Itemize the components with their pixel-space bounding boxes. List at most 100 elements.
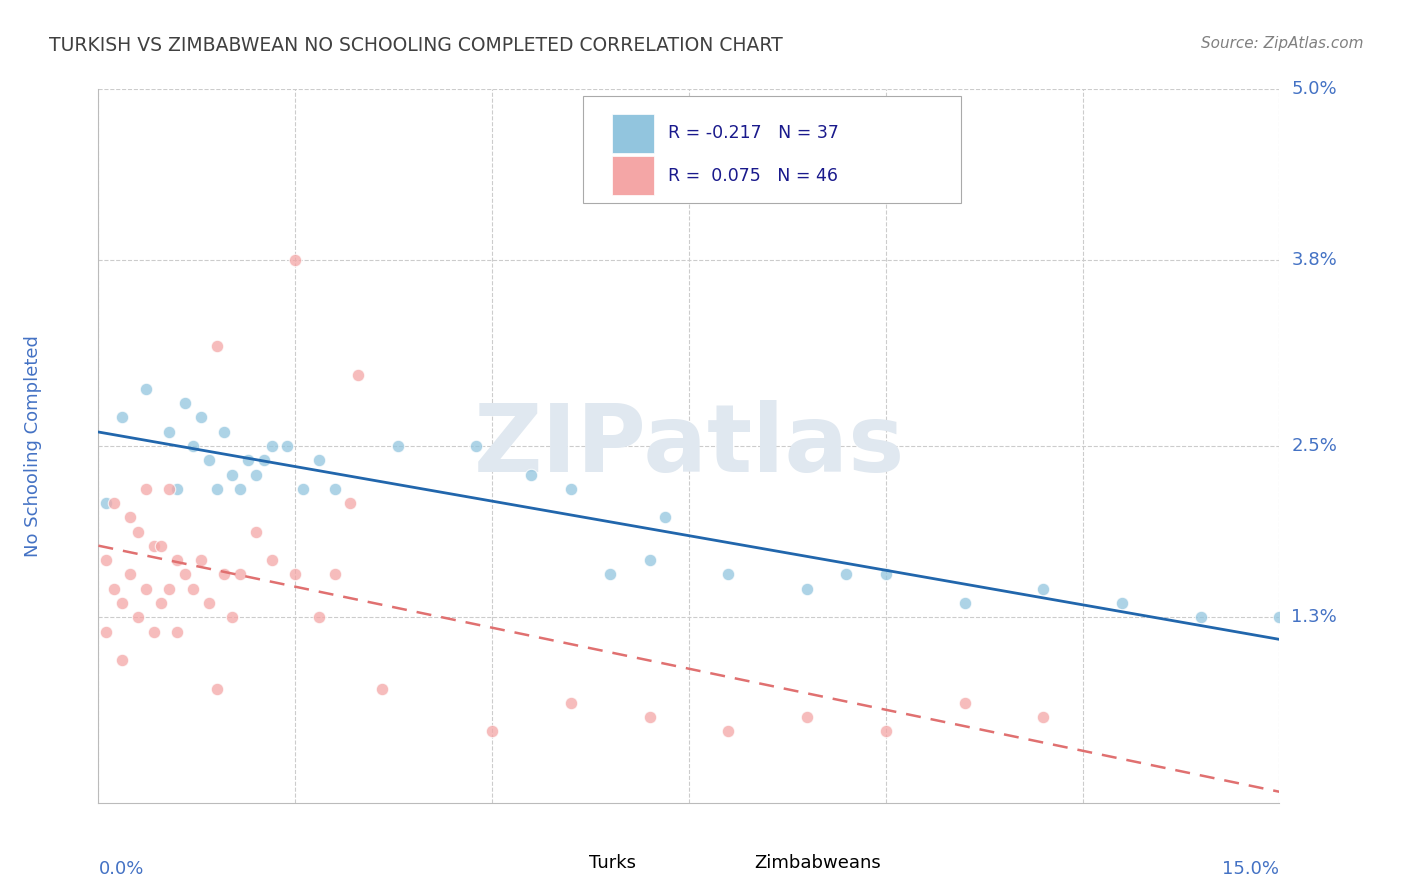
- Point: [197, 453, 219, 467]
- Point: [260, 439, 283, 453]
- Point: [111, 596, 134, 610]
- Point: [174, 396, 197, 410]
- Text: No Schooling Completed: No Schooling Completed: [24, 335, 42, 557]
- Point: [103, 496, 125, 510]
- Point: [953, 696, 976, 710]
- Point: [339, 496, 361, 510]
- Point: [1032, 582, 1054, 596]
- Point: [347, 368, 370, 382]
- Text: 15.0%: 15.0%: [1222, 860, 1279, 878]
- Point: [174, 567, 197, 582]
- Point: [229, 482, 252, 496]
- Point: [96, 624, 118, 639]
- Point: [96, 553, 118, 567]
- Bar: [612, 156, 654, 195]
- Point: [717, 567, 740, 582]
- Bar: [547, 856, 576, 881]
- Point: [875, 724, 897, 739]
- Point: [157, 482, 180, 496]
- Point: [150, 596, 173, 610]
- Point: [560, 482, 582, 496]
- Point: [135, 582, 157, 596]
- Point: [127, 524, 149, 539]
- Point: [127, 610, 149, 624]
- Point: [118, 510, 141, 524]
- Point: [245, 467, 267, 482]
- Point: [638, 710, 661, 724]
- Point: [323, 482, 346, 496]
- Bar: [612, 113, 654, 153]
- Point: [190, 553, 212, 567]
- Text: TURKISH VS ZIMBABWEAN NO SCHOOLING COMPLETED CORRELATION CHART: TURKISH VS ZIMBABWEAN NO SCHOOLING COMPL…: [49, 36, 783, 54]
- Text: 3.8%: 3.8%: [1291, 252, 1337, 269]
- Text: R = -0.217   N = 37: R = -0.217 N = 37: [668, 124, 838, 142]
- Point: [284, 567, 307, 582]
- Point: [205, 339, 228, 353]
- Point: [111, 410, 134, 425]
- Point: [560, 696, 582, 710]
- Point: [135, 482, 157, 496]
- Point: [96, 496, 118, 510]
- Point: [236, 453, 259, 467]
- Point: [481, 724, 503, 739]
- Point: [796, 582, 818, 596]
- Point: [387, 439, 409, 453]
- Text: ZIPatlas: ZIPatlas: [474, 400, 904, 492]
- Point: [103, 582, 125, 596]
- Text: 2.5%: 2.5%: [1291, 437, 1337, 455]
- Point: [245, 524, 267, 539]
- Point: [205, 681, 228, 696]
- Point: [520, 467, 543, 482]
- Point: [229, 567, 252, 582]
- Point: [142, 539, 165, 553]
- Point: [654, 510, 676, 524]
- Point: [371, 681, 394, 696]
- Text: Zimbabweans: Zimbabweans: [754, 855, 880, 872]
- Point: [1032, 710, 1054, 724]
- Point: [308, 453, 330, 467]
- Point: [1189, 610, 1212, 624]
- Point: [717, 724, 740, 739]
- Point: [181, 439, 204, 453]
- Point: [276, 439, 298, 453]
- Point: [253, 453, 276, 467]
- Point: [796, 710, 818, 724]
- Point: [308, 610, 330, 624]
- Point: [953, 596, 976, 610]
- Text: Source: ZipAtlas.com: Source: ZipAtlas.com: [1201, 36, 1364, 51]
- Point: [190, 410, 212, 425]
- Point: [166, 624, 188, 639]
- Point: [835, 567, 858, 582]
- Point: [118, 567, 141, 582]
- Point: [150, 539, 173, 553]
- Point: [166, 553, 188, 567]
- Point: [214, 425, 236, 439]
- Point: [875, 567, 897, 582]
- Point: [111, 653, 134, 667]
- Point: [181, 582, 204, 596]
- Text: 1.3%: 1.3%: [1291, 608, 1337, 626]
- Point: [260, 553, 283, 567]
- Point: [1268, 610, 1291, 624]
- Point: [166, 482, 188, 496]
- Point: [221, 610, 243, 624]
- Point: [292, 482, 315, 496]
- Point: [599, 567, 621, 582]
- Point: [1111, 596, 1133, 610]
- Point: [135, 382, 157, 396]
- Text: Turks: Turks: [589, 855, 636, 872]
- Bar: [713, 856, 742, 881]
- Point: [221, 467, 243, 482]
- Point: [214, 567, 236, 582]
- FancyBboxPatch shape: [582, 96, 960, 203]
- Text: 5.0%: 5.0%: [1291, 80, 1337, 98]
- Text: 0.0%: 0.0%: [98, 860, 143, 878]
- Point: [157, 425, 180, 439]
- Point: [205, 482, 228, 496]
- Point: [197, 596, 219, 610]
- Point: [157, 582, 180, 596]
- Point: [465, 439, 488, 453]
- Point: [142, 624, 165, 639]
- Text: R =  0.075   N = 46: R = 0.075 N = 46: [668, 167, 838, 185]
- Point: [638, 553, 661, 567]
